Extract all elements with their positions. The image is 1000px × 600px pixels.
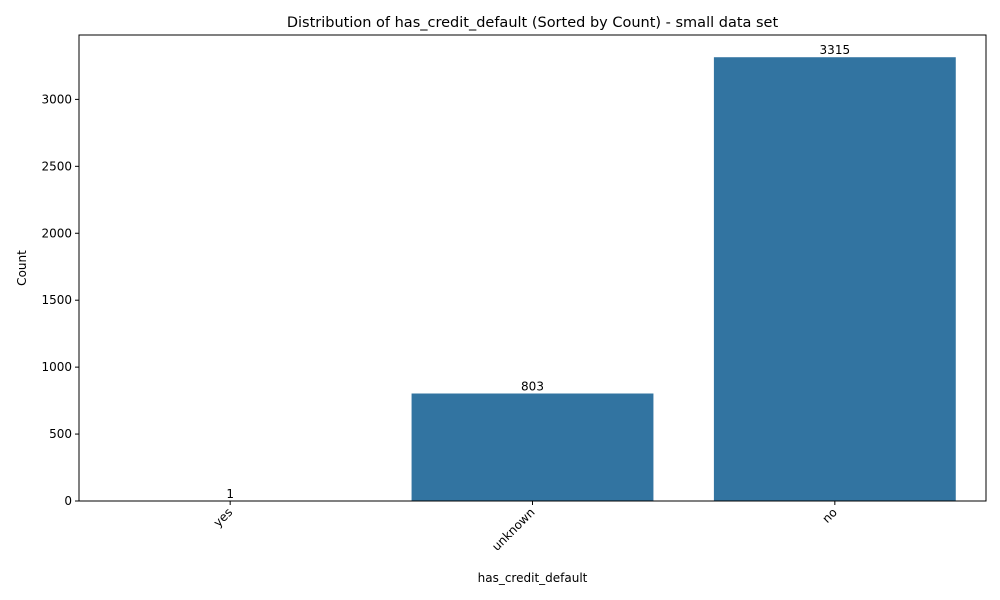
chart-title: Distribution of has_credit_default (Sort… [287, 15, 779, 31]
y-tick-label: 2500 [41, 159, 72, 173]
y-tick-label: 2000 [41, 226, 72, 240]
bars-group [109, 57, 956, 501]
y-tick-label: 500 [49, 427, 72, 441]
x-axis-label: has_credit_default [478, 571, 588, 585]
bar-no [713, 57, 956, 501]
bar-unknown [411, 393, 654, 501]
y-tick-label: 1000 [41, 360, 72, 374]
y-axis-ticks: 0 500 1000 1500 2000 2500 3000 [41, 92, 79, 508]
data-label-unknown: 803 [521, 380, 544, 394]
y-axis-label: Count [15, 250, 29, 286]
x-axis-ticks: yes unknown no [211, 501, 840, 554]
y-tick-label: 1500 [41, 293, 72, 307]
x-tick-label-no: no [819, 505, 839, 525]
y-tick-label: 0 [64, 494, 72, 508]
data-label-no: 3315 [820, 43, 851, 57]
data-labels-group: 1 803 3315 [226, 43, 850, 501]
x-tick-label-yes: yes [211, 505, 236, 530]
x-tick-label-unknown: unknown [489, 505, 537, 553]
plot-frame [78, 34, 987, 502]
y-tick-label: 3000 [41, 92, 72, 106]
data-label-yes: 1 [226, 487, 234, 501]
